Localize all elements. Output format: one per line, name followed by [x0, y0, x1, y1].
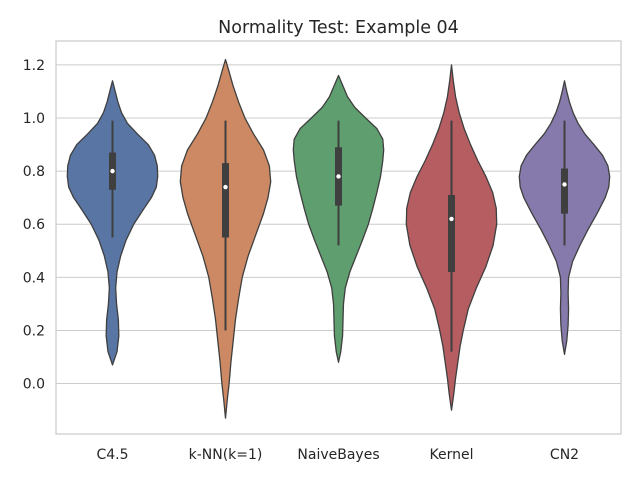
violin-4	[405, 64, 498, 411]
violin-2	[179, 58, 272, 419]
y-tick-label: 1.2	[23, 58, 45, 74]
violin-median-marker	[562, 182, 567, 187]
y-tick-label: 1.0	[23, 111, 45, 127]
y-tick-label: 0.4	[23, 270, 45, 286]
y-axis-ticks: 0.0 0.2 0.4 0.6 0.8 1.0 1.2	[23, 58, 45, 393]
x-tick-label: C4.5	[96, 447, 128, 463]
violin-median-marker	[223, 184, 228, 190]
y-tick-label: 0.6	[23, 217, 45, 233]
violin-3	[292, 74, 385, 363]
chart-title: Normality Test: Example 04	[218, 18, 459, 38]
x-tick-label: CN2	[550, 447, 579, 463]
violin-1	[66, 80, 159, 366]
violins	[66, 58, 611, 419]
y-tick-label: 0.8	[23, 164, 45, 180]
x-tick-label: Kernel	[430, 447, 474, 463]
violin-median-marker	[336, 174, 341, 179]
y-tick-label: 0.2	[23, 323, 45, 339]
violin-median-marker	[449, 216, 454, 222]
x-tick-label: NaiveBayes	[297, 447, 379, 463]
y-tick-label: 0.0	[23, 377, 45, 393]
plot-frame	[55, 40, 622, 435]
x-tick-label: k-NN(k=1)	[189, 447, 263, 463]
violin-median-marker	[110, 168, 115, 174]
x-axis-ticks: C4.5 k-NN(k=1) NaiveBayes Kernel CN2	[96, 447, 579, 463]
violin-5	[518, 80, 611, 355]
